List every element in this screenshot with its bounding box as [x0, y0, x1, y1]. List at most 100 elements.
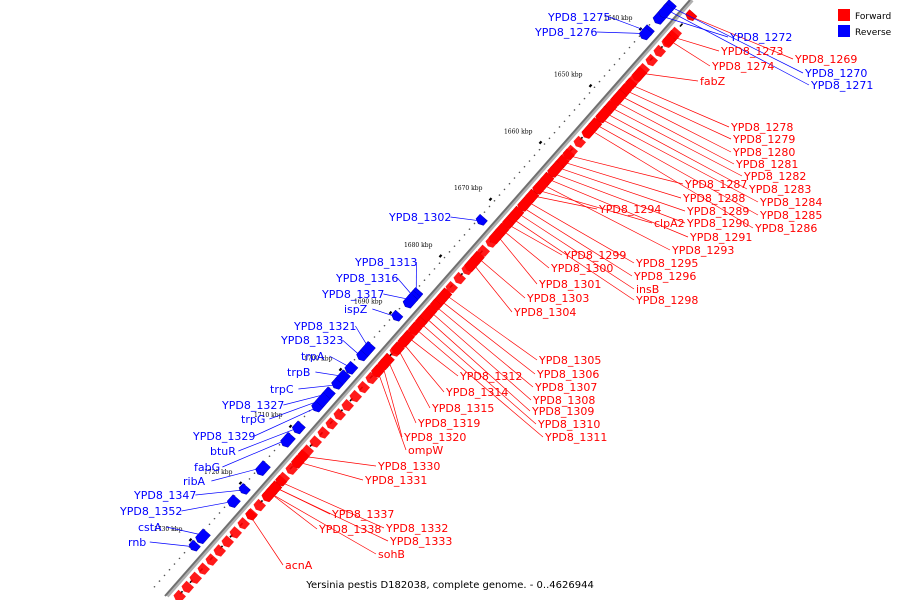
gene-feature-ribA — [255, 460, 271, 476]
leader-YPD8_1301 — [496, 235, 538, 285]
gene-label-YPD8_1281: YPD8_1281 — [735, 158, 798, 171]
tick-label: 1700 kbp — [304, 355, 333, 362]
gene-feature-YPD8_1271 — [658, 2, 674, 19]
gene-feature-forward — [645, 53, 658, 67]
gene-feature-forward — [525, 190, 538, 203]
gene-label-YPD8_1329: YPD8_1329 — [192, 430, 255, 443]
tick-label: 1690 kbp — [354, 299, 383, 306]
tick-label: 1650 kbp — [554, 72, 583, 79]
gene-feature-forward — [533, 181, 546, 194]
minor-tick-dot — [603, 75, 606, 77]
leader-YPD8_1347 — [195, 489, 244, 496]
gene-label-YPD8_1282: YPD8_1282 — [743, 170, 806, 183]
gene-feature-forward — [549, 162, 562, 176]
gene-feature-forward — [413, 317, 426, 330]
gene-label-YPD8_1306: YPD8_1306 — [536, 368, 599, 381]
gene-label-YPD8_1290: YPD8_1290 — [686, 217, 749, 230]
gene-feature-forward — [485, 235, 498, 248]
gene-label-YPD8_1273: YPD8_1273 — [720, 45, 783, 58]
gene-feature-forward — [365, 371, 378, 385]
minor-tick-dot — [513, 177, 516, 179]
gene-feature-forward — [197, 562, 210, 575]
leader-YPD8_1269 — [690, 16, 794, 60]
minor-tick-dot — [573, 109, 576, 111]
gene-feature-forward — [357, 380, 370, 394]
minor-tick-dot — [278, 444, 281, 446]
gene-feature-forward — [221, 535, 234, 548]
gene-feature-forward — [437, 290, 450, 303]
features-layer — [173, 0, 698, 600]
minor-tick-dot — [648, 24, 651, 26]
legend-forward-label: Forward — [855, 12, 891, 22]
tick-label: 1670 kbp — [454, 185, 483, 192]
gene-feature-forward — [341, 399, 354, 412]
gene-label-YPD8_1299: YPD8_1299 — [563, 249, 626, 262]
leader-YPD8_1293 — [542, 184, 671, 251]
minor-tick-dot — [383, 324, 386, 327]
minor-tick-dot — [173, 563, 176, 565]
leader-YPD8_1308 — [430, 311, 532, 401]
leader-YPD8_1285 — [595, 123, 759, 216]
gene-label-YPD8_1333: YPD8_1333 — [389, 535, 452, 548]
leader-YPD8_1330 — [302, 455, 377, 467]
minor-tick-dot — [623, 52, 626, 54]
tick-label: 1660 kbp — [504, 128, 533, 135]
gene-label-YPD8_1338: YPD8_1338 — [318, 523, 381, 536]
minor-tick-dot — [638, 35, 641, 37]
tick-label: 1680 kbp — [404, 242, 433, 249]
gene-label-YPD8_1295: YPD8_1295 — [635, 257, 698, 270]
minor-tick-dot — [428, 273, 431, 276]
leader-YPD8_1305 — [445, 294, 538, 361]
leader-YPD8_1317 — [383, 293, 412, 301]
gene-label-YPD8_1352: YPD8_1352 — [119, 505, 182, 518]
gene-feature-forward — [405, 326, 418, 339]
gene-label-YPD8_1276: YPD8_1276 — [534, 26, 597, 39]
gene-feature-forward — [333, 408, 346, 421]
gene-feature-ispZ — [391, 309, 404, 322]
leader-YPD8_1287 — [567, 155, 684, 185]
gene-feature-forward — [573, 135, 586, 148]
minor-tick-dot — [493, 199, 496, 202]
tick-label: 1640 kbp — [604, 15, 633, 22]
leader-YPD8_1312 — [407, 336, 459, 377]
genome-caption: Yersinia pestis D182038, complete genome… — [305, 580, 594, 591]
leader-YPD8_1281 — [615, 101, 735, 165]
gene-feature-forward — [373, 362, 386, 375]
gene-label-YPD8_1309: YPD8_1309 — [531, 405, 594, 418]
minor-tick-dot — [593, 86, 596, 89]
leader-YPD8_1302 — [450, 216, 481, 222]
minor-tick-dot — [568, 114, 571, 117]
gene-label-YPD8_1317: YPD8_1317 — [321, 288, 384, 301]
gene-label-YPD8_1289: YPD8_1289 — [686, 205, 749, 218]
leader-ompW — [377, 370, 407, 451]
major-tick — [588, 83, 593, 88]
minor-tick-dot — [218, 512, 221, 514]
minor-tick-dot — [213, 517, 216, 520]
leader-YPD8_1310 — [420, 322, 537, 425]
gene-feature-YPD8_1347 — [238, 482, 251, 495]
gene-feature-YPD8_1302 — [475, 213, 488, 226]
major-tick — [338, 367, 343, 372]
gene-label-YPD8_1323: YPD8_1323 — [280, 334, 343, 347]
leader-YPD8_1319 — [387, 359, 417, 424]
leader-insB — [517, 212, 635, 290]
leaders-layer — [149, 6, 810, 566]
minor-tick-dot — [498, 194, 501, 196]
gene-label-YPD8_1347: YPD8_1347 — [133, 489, 196, 502]
minor-tick-dot — [303, 415, 306, 418]
minor-tick-dot — [168, 568, 171, 571]
minor-tick-dot — [273, 449, 276, 452]
gene-feature-forward — [245, 508, 258, 521]
minor-tick-dot — [373, 336, 376, 338]
gene-feature-YPD8_1323 — [356, 349, 369, 362]
gene-label-YPD8_1269: YPD8_1269 — [794, 53, 857, 66]
gene-label-YPD8_1319: YPD8_1319 — [417, 417, 480, 430]
minor-tick-dot — [523, 165, 526, 168]
minor-tick-dot — [458, 239, 461, 242]
minor-tick-dot — [508, 182, 511, 185]
gene-label-fabZ: fabZ — [700, 75, 726, 88]
gene-label-YPD8_1286: YPD8_1286 — [754, 222, 817, 235]
gene-label-YPD8_1332: YPD8_1332 — [385, 522, 448, 535]
gene-label-YPD8_1283: YPD8_1283 — [748, 183, 811, 196]
